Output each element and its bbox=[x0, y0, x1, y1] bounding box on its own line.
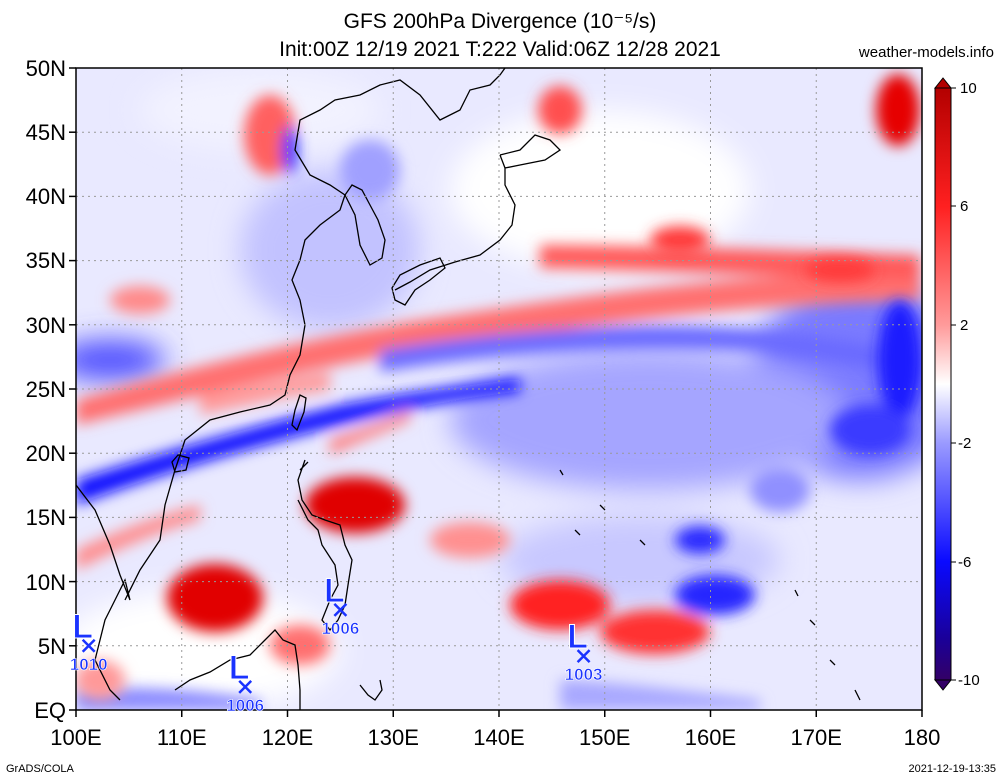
low-pressure-letter: L bbox=[229, 649, 250, 687]
lat-tick-label: 20N bbox=[26, 441, 66, 466]
longitude-axis-labels: 100E 110E 120E 130E 140E 150E 160E 170E … bbox=[50, 725, 940, 750]
lon-tick-label: 160E bbox=[685, 725, 736, 750]
lat-tick-label: 25N bbox=[26, 377, 66, 402]
source-site-label: weather-models.info bbox=[858, 44, 994, 61]
low-pressure-value: 1006 bbox=[226, 696, 264, 715]
low-pressure-marker: L 1006 bbox=[321, 571, 359, 638]
lat-tick-label: 45N bbox=[26, 120, 66, 145]
colorbar: 10 6 2 -2 -6 -10 bbox=[933, 77, 980, 691]
lon-tick-label: 180 bbox=[904, 725, 941, 750]
lat-tick-label: 15N bbox=[26, 505, 66, 530]
coastline-borneo bbox=[174, 629, 301, 710]
coastline-taiwan bbox=[291, 394, 307, 432]
pressure-systems: L 1010 L 1006 L 1006 L 1003 bbox=[69, 571, 603, 715]
lon-tick-label: 140E bbox=[473, 725, 524, 750]
low-pressure-value: 1003 bbox=[565, 665, 603, 684]
lon-tick-label: 120E bbox=[262, 725, 313, 750]
low-center-x-icon bbox=[576, 649, 591, 663]
coastlines bbox=[76, 68, 861, 710]
lat-tick-label: EQ bbox=[34, 698, 66, 723]
lat-tick-label: 40N bbox=[26, 184, 66, 209]
lat-tick-label: 35N bbox=[26, 248, 66, 273]
colorbar-gradient bbox=[934, 87, 952, 681]
colorbar-label: -10 bbox=[958, 672, 980, 689]
low-center-x-icon bbox=[238, 680, 253, 694]
lat-tick-label: 5N bbox=[38, 634, 66, 659]
low-pressure-value: 1010 bbox=[70, 655, 108, 674]
colorbar-label: -6 bbox=[958, 554, 971, 571]
render-timestamp: 2021-12-19-13:35 bbox=[908, 763, 996, 775]
software-credit: GrADS/COLA bbox=[6, 763, 74, 775]
lon-tick-label: 150E bbox=[579, 725, 630, 750]
latitude-axis-labels: EQ 5N 10N 15N 20N 25N 30N 35N 40N 45N 50… bbox=[26, 56, 66, 723]
low-pressure-letter: L bbox=[72, 608, 93, 646]
coastline-nw-pacific-islands bbox=[559, 469, 861, 701]
lon-tick-label: 130E bbox=[368, 725, 419, 750]
lat-tick-label: 30N bbox=[26, 313, 66, 338]
coastline-korea bbox=[344, 184, 386, 266]
low-pressure-marker: L 1010 bbox=[69, 607, 108, 674]
low-pressure-letter: L bbox=[567, 618, 588, 656]
colorbar-label: -2 bbox=[958, 435, 971, 452]
lon-tick-label: 100E bbox=[50, 725, 101, 750]
low-pressure-marker: L 1003 bbox=[564, 618, 603, 685]
coastline-asia-mainland bbox=[76, 68, 506, 701]
lon-tick-label: 110E bbox=[157, 725, 207, 750]
low-pressure-value: 1006 bbox=[321, 619, 359, 638]
low-pressure-letter: L bbox=[324, 572, 345, 610]
graticule bbox=[76, 68, 922, 710]
colorbar-label: 10 bbox=[960, 80, 977, 97]
coastline-japan bbox=[391, 134, 562, 306]
lat-tick-label: 10N bbox=[26, 570, 66, 595]
lat-tick-label: 50N bbox=[26, 56, 66, 81]
map-title: GFS 200hPa Divergence (10⁻⁵/s) bbox=[343, 10, 657, 33]
axis-ticks bbox=[69, 67, 923, 717]
low-center-x-icon bbox=[333, 602, 348, 617]
colorbar-label: 2 bbox=[960, 317, 968, 334]
divergence-field bbox=[76, 68, 922, 710]
colorbar-bottom-cap bbox=[933, 679, 953, 691]
coastline-sulawesi bbox=[359, 679, 383, 701]
low-center-x-icon bbox=[81, 638, 96, 653]
lon-tick-label: 170E bbox=[791, 725, 842, 750]
colorbar-top-cap bbox=[933, 77, 953, 89]
low-pressure-marker: L 1006 bbox=[226, 648, 264, 715]
map-subtitle-init-valid: Init:00Z 12/19 2021 T:222 Valid:06Z 12/2… bbox=[279, 38, 721, 61]
coastline-hainan bbox=[171, 454, 190, 473]
colorbar-label: 6 bbox=[960, 198, 968, 215]
